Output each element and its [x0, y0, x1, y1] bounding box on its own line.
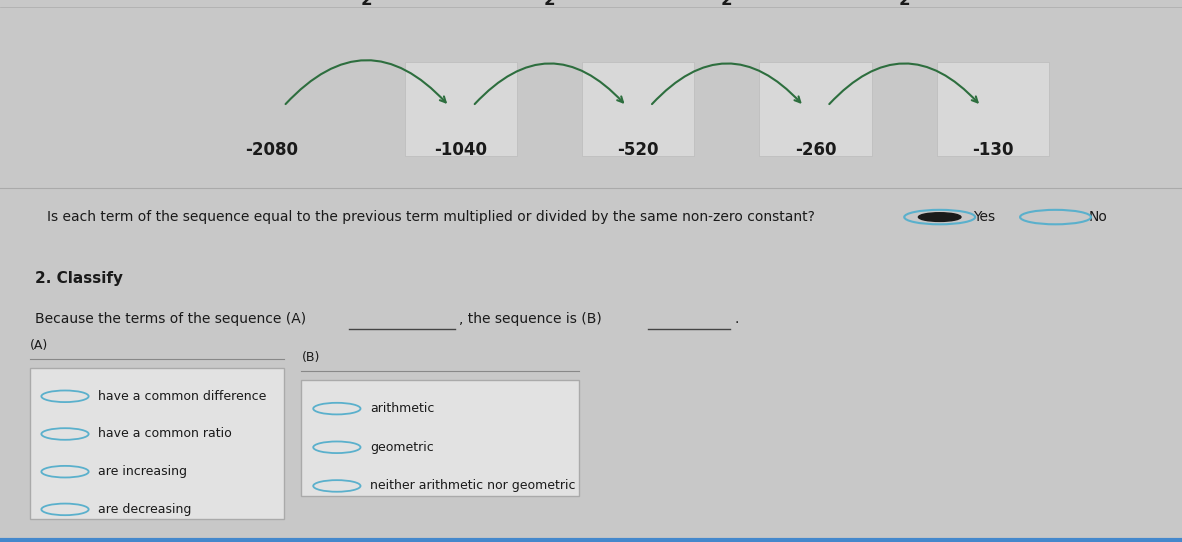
Text: .: .: [734, 312, 739, 326]
FancyArrowPatch shape: [475, 63, 623, 104]
FancyArrowPatch shape: [286, 60, 446, 104]
Text: have a common ratio: have a common ratio: [98, 428, 232, 441]
Text: -2080: -2080: [246, 140, 298, 159]
Text: 2: 2: [898, 0, 910, 9]
Text: (B): (B): [301, 351, 320, 364]
FancyBboxPatch shape: [30, 368, 284, 519]
FancyBboxPatch shape: [404, 61, 518, 156]
FancyBboxPatch shape: [936, 61, 1048, 156]
Text: -520: -520: [617, 140, 660, 159]
Circle shape: [918, 212, 961, 222]
Text: arithmetic: arithmetic: [370, 402, 434, 415]
Text: Because the terms of the sequence (A): Because the terms of the sequence (A): [35, 312, 306, 326]
Text: neither arithmetic nor geometric: neither arithmetic nor geometric: [370, 480, 576, 493]
Text: geometric: geometric: [370, 441, 434, 454]
Text: -130: -130: [972, 140, 1014, 159]
FancyArrowPatch shape: [830, 63, 978, 104]
Text: are decreasing: are decreasing: [98, 503, 191, 516]
Text: -1040: -1040: [435, 140, 487, 159]
Text: have a common difference: have a common difference: [98, 390, 266, 403]
Text: 2: 2: [544, 0, 556, 9]
FancyBboxPatch shape: [583, 61, 695, 156]
Text: Is each term of the sequence equal to the previous term multiplied or divided by: Is each term of the sequence equal to th…: [47, 210, 816, 224]
Text: 2: 2: [361, 0, 372, 9]
Text: are increasing: are increasing: [98, 465, 187, 478]
FancyBboxPatch shape: [301, 379, 579, 495]
Text: 2. Classify: 2. Classify: [35, 270, 123, 286]
FancyArrowPatch shape: [652, 63, 800, 104]
Text: -260: -260: [794, 140, 837, 159]
Text: Yes: Yes: [973, 210, 995, 224]
Text: , the sequence is (B): , the sequence is (B): [459, 312, 602, 326]
Text: No: No: [1089, 210, 1108, 224]
Text: 2: 2: [721, 0, 733, 9]
Text: (A): (A): [30, 339, 47, 352]
FancyBboxPatch shape: [759, 61, 871, 156]
